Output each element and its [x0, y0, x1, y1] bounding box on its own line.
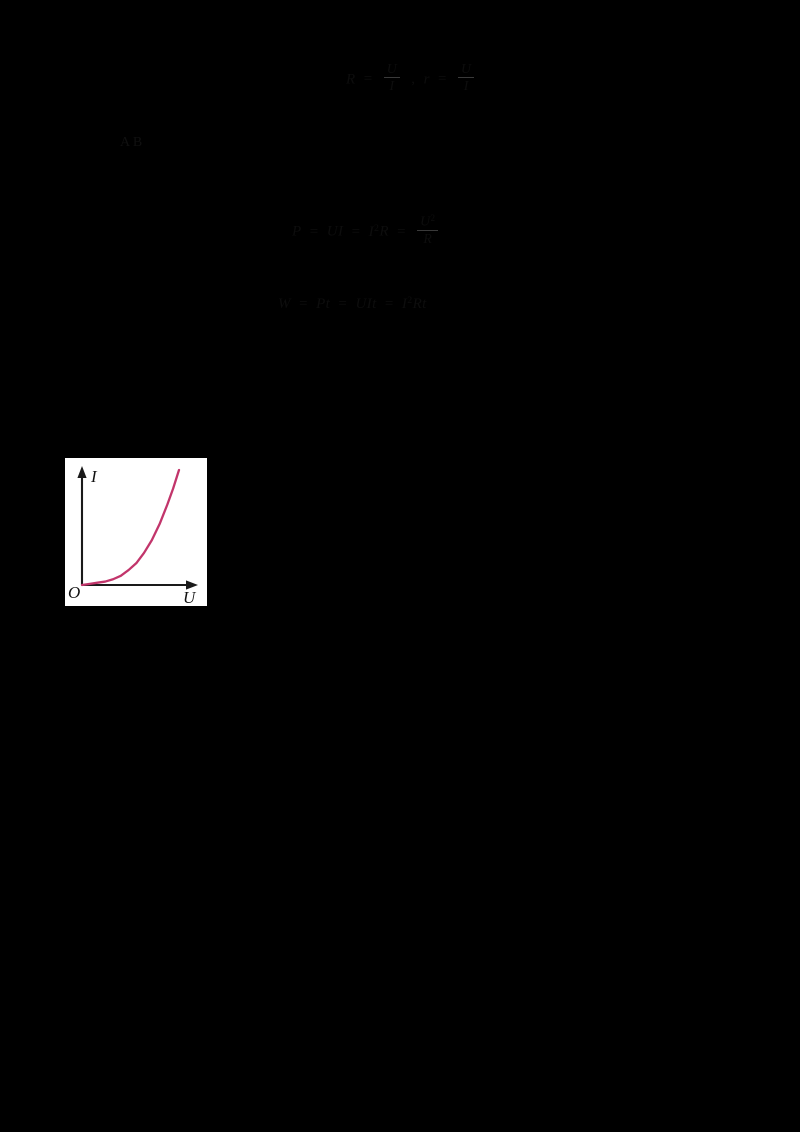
term-resistance: R [379, 223, 389, 240]
term-i2rt-time: t [422, 295, 427, 312]
fraction-three-bar [417, 229, 439, 231]
fraction-two-denominator: I [463, 78, 469, 94]
term-pt-time: t [325, 295, 331, 312]
x-axis-arrowhead [186, 580, 198, 590]
fraction-two-bar [458, 77, 475, 79]
term-ui: U [326, 223, 338, 240]
equals-sign-5: = [397, 223, 406, 240]
fraction-three-numerator: U2 [420, 212, 436, 229]
origin-label: O [68, 583, 80, 602]
term-uit: U [355, 295, 367, 312]
term-uit-time: t [372, 295, 377, 312]
equals-sign: = [363, 71, 373, 88]
equals-sign-8: = [384, 295, 394, 312]
equals-sign-4: = [351, 223, 361, 240]
y-axis-arrowhead [77, 466, 87, 478]
term-i2rt: I2 [401, 295, 413, 312]
fraction-two-numerator: U [461, 60, 472, 76]
fraction-three-denominator: R [423, 230, 433, 246]
x-axis-label: U [183, 588, 197, 606]
iv-curve [80, 468, 181, 587]
fraction-one-denominator: I [389, 78, 395, 94]
iv-characteristic-chart: I U O [65, 458, 207, 606]
equation-top-lhs: R [346, 71, 356, 88]
equation-top-fraction: R = U I , r = U I [346, 60, 477, 96]
fraction-one: U I [383, 60, 401, 94]
equation-middle: P = UI = I2R = U2 R [292, 212, 441, 249]
chart-background [65, 458, 207, 606]
power-symbol: P [292, 223, 302, 240]
equals-sign-2: = [438, 71, 447, 88]
equals-sign-6: = [299, 295, 308, 312]
comma-separator: , [411, 71, 416, 88]
work-symbol: W [278, 295, 291, 312]
term-pt: P [316, 295, 326, 312]
fraction-three: U2 R [417, 212, 439, 247]
fraction-one-numerator: U [386, 60, 398, 76]
equals-sign-7: = [338, 295, 348, 312]
term-i2rt-resistance: R [412, 295, 423, 312]
term-uit-current: I [366, 295, 373, 312]
y-axis-label: I [90, 467, 98, 486]
term-i-squared: I2 [368, 222, 380, 240]
fraction-one-bar [383, 77, 401, 79]
term-ui-current: I [338, 223, 344, 240]
equals-sign-3: = [309, 223, 319, 240]
fraction-two: U I [458, 60, 475, 94]
equation-top-rhs: r [423, 71, 430, 88]
iv-characteristic-figure: I U O [65, 458, 207, 606]
label-left-line: A B [120, 135, 143, 150]
equation-lower: W = Pt = UIt = I2Rt [278, 295, 427, 313]
